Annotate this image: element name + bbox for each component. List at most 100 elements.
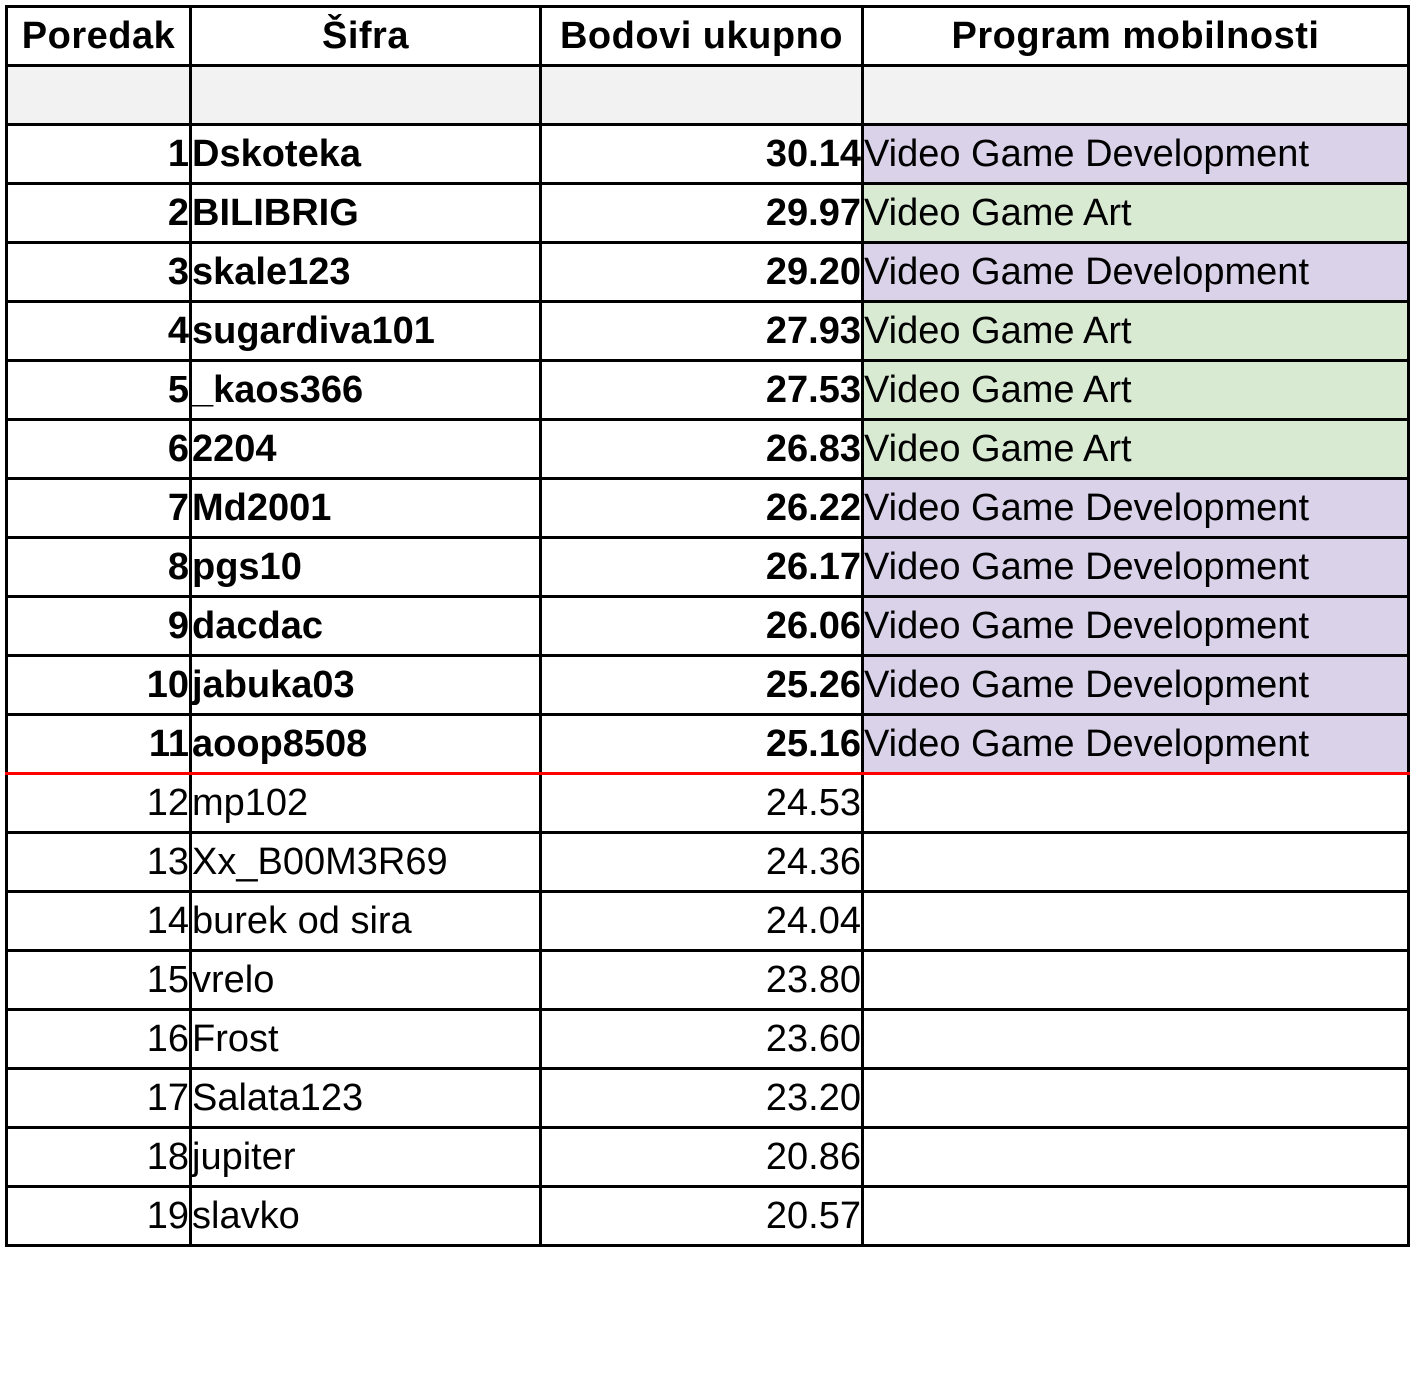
program-cell: Video Game Development: [861, 536, 1410, 598]
program-cell: Video Game Development: [861, 123, 1410, 185]
code-cell: jabuka03: [189, 654, 542, 716]
empty-row: [5, 64, 1410, 126]
rank-cell: 1: [5, 123, 192, 185]
points-cell: 26.83: [539, 418, 864, 480]
program-cell: Video Game Art: [861, 418, 1410, 480]
rank-cell: 19: [5, 1185, 192, 1247]
points-cell: 25.16: [539, 713, 864, 775]
code-cell: skale123: [189, 241, 542, 303]
table-row: 5 _kaos366 27.53 Video Game Art: [5, 359, 1410, 421]
code-cell: mp102: [189, 772, 542, 834]
header-points: Bodovi ukupno: [539, 5, 864, 67]
points-cell: 20.57: [539, 1185, 864, 1247]
rank-cell: 6: [5, 418, 192, 480]
code-cell: 2204: [189, 418, 542, 480]
program-cell: [861, 772, 1410, 834]
empty-cell: [539, 64, 864, 126]
rank-cell: 17: [5, 1067, 192, 1129]
points-cell: 24.04: [539, 890, 864, 952]
program-cell: Video Game Development: [861, 654, 1410, 716]
table-row: 16 Frost 23.60: [5, 1008, 1410, 1070]
rank-cell: 7: [5, 477, 192, 539]
points-cell: 24.36: [539, 831, 864, 893]
program-cell: Video Game Art: [861, 359, 1410, 421]
program-cell: [861, 1008, 1410, 1070]
code-cell: burek od sira: [189, 890, 542, 952]
table-row: 15 vrelo 23.80: [5, 949, 1410, 1011]
program-cell: [861, 831, 1410, 893]
rank-cell: 5: [5, 359, 192, 421]
empty-cell: [861, 64, 1410, 126]
empty-cell: [189, 64, 542, 126]
program-cell: Video Game Development: [861, 595, 1410, 657]
rank-cell: 11: [5, 713, 192, 775]
points-cell: 27.93: [539, 300, 864, 362]
points-cell: 27.53: [539, 359, 864, 421]
table-row: 17 Salata123 23.20: [5, 1067, 1410, 1129]
program-cell: Video Game Art: [861, 300, 1410, 362]
points-cell: 23.80: [539, 949, 864, 1011]
rank-cell: 14: [5, 890, 192, 952]
table-row: 9 dacdac 26.06 Video Game Development: [5, 595, 1410, 657]
program-cell: [861, 890, 1410, 952]
points-cell: 26.22: [539, 477, 864, 539]
code-cell: dacdac: [189, 595, 542, 657]
code-cell: BILIBRIG: [189, 182, 542, 244]
header-program: Program mobilnosti: [861, 5, 1410, 67]
code-cell: sugardiva101: [189, 300, 542, 362]
program-cell: Video Game Art: [861, 182, 1410, 244]
points-cell: 26.06: [539, 595, 864, 657]
code-cell: slavko: [189, 1185, 542, 1247]
program-cell: [861, 1067, 1410, 1129]
rank-cell: 9: [5, 595, 192, 657]
rank-cell: 13: [5, 831, 192, 893]
table-row: 10 jabuka03 25.26 Video Game Development: [5, 654, 1410, 716]
rank-cell: 4: [5, 300, 192, 362]
table-row: 8 pgs10 26.17 Video Game Development: [5, 536, 1410, 598]
rank-cell: 16: [5, 1008, 192, 1070]
rank-cell: 2: [5, 182, 192, 244]
header-rank: Poredak: [5, 5, 192, 67]
code-cell: pgs10: [189, 536, 542, 598]
code-cell: _kaos366: [189, 359, 542, 421]
points-cell: 25.26: [539, 654, 864, 716]
points-cell: 20.86: [539, 1126, 864, 1188]
rank-cell: 15: [5, 949, 192, 1011]
code-cell: aoop8508: [189, 713, 542, 775]
rank-cell: 8: [5, 536, 192, 598]
table-row: 12 mp102 24.53: [5, 772, 1410, 834]
table-row: 1 Dskoteka 30.14 Video Game Development: [5, 123, 1410, 185]
program-cell: Video Game Development: [861, 477, 1410, 539]
points-cell: 24.53: [539, 772, 864, 834]
program-cell: Video Game Development: [861, 241, 1410, 303]
table-row: 6 2204 26.83 Video Game Art: [5, 418, 1410, 480]
program-cell: Video Game Development: [861, 713, 1410, 775]
rank-cell: 3: [5, 241, 192, 303]
code-cell: Md2001: [189, 477, 542, 539]
header-code: Šifra: [189, 5, 542, 67]
points-cell: 29.97: [539, 182, 864, 244]
rank-cell: 10: [5, 654, 192, 716]
code-cell: Salata123: [189, 1067, 542, 1129]
rank-cell: 12: [5, 772, 192, 834]
points-cell: 29.20: [539, 241, 864, 303]
program-cell: [861, 949, 1410, 1011]
rank-cell: 18: [5, 1126, 192, 1188]
points-cell: 30.14: [539, 123, 864, 185]
code-cell: jupiter: [189, 1126, 542, 1188]
table-row: 3 skale123 29.20 Video Game Development: [5, 241, 1410, 303]
table-row: 13 Xx_B00M3R69 24.36: [5, 831, 1410, 893]
code-cell: Frost: [189, 1008, 542, 1070]
code-cell: Dskoteka: [189, 123, 542, 185]
table-row: 2 BILIBRIG 29.97 Video Game Art: [5, 182, 1410, 244]
results-table: Poredak Šifra Bodovi ukupno Program mobi…: [5, 5, 1410, 1247]
program-cell: [861, 1185, 1410, 1247]
table-row: 18 jupiter 20.86: [5, 1126, 1410, 1188]
table-row: 14 burek od sira 24.04: [5, 890, 1410, 952]
points-cell: 23.60: [539, 1008, 864, 1070]
table-row-cutoff: 11 aoop8508 25.16 Video Game Development: [5, 713, 1410, 775]
table-row: 19 slavko 20.57: [5, 1185, 1410, 1247]
code-cell: vrelo: [189, 949, 542, 1011]
empty-cell: [5, 64, 192, 126]
code-cell: Xx_B00M3R69: [189, 831, 542, 893]
